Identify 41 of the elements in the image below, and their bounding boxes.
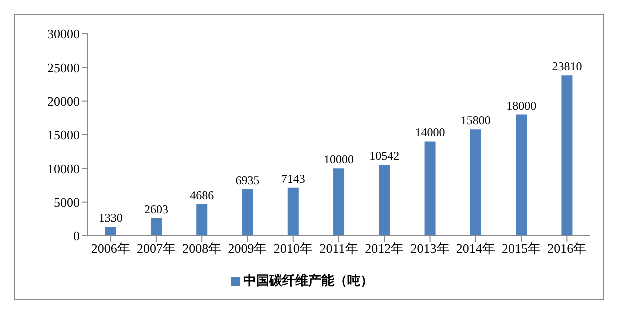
data-label: 6935 <box>236 173 260 188</box>
x-tick-label: 2015年 <box>502 241 542 256</box>
data-label: 15800 <box>460 114 491 128</box>
y-tick-label: 5000 <box>54 194 80 210</box>
bar <box>562 76 573 236</box>
x-tick-label: 2007年 <box>136 241 176 256</box>
x-tick-label: 2006年 <box>91 241 130 256</box>
x-tick-label: 2011年 <box>320 241 358 256</box>
bar <box>516 114 528 236</box>
data-label: 4686 <box>190 188 214 202</box>
y-tick-label: 25000 <box>48 60 80 76</box>
x-tick-label: 2008年 <box>182 241 222 256</box>
bar <box>105 227 116 236</box>
data-label: 7143 <box>281 172 306 186</box>
data-label: 18000 <box>506 98 537 113</box>
x-tick-label: 2016年 <box>548 241 587 256</box>
data-label: 23810 <box>552 60 582 74</box>
x-tick-label: 2010年 <box>274 241 313 256</box>
bar <box>242 189 254 236</box>
bar <box>379 165 390 236</box>
bar <box>288 188 299 236</box>
data-label: 10542 <box>370 149 400 164</box>
x-tick-label: 2013年 <box>410 241 450 256</box>
data-label: 14000 <box>415 126 446 140</box>
bar <box>150 218 162 236</box>
y-tick-label: 20000 <box>48 94 80 109</box>
y-tick-label: 30000 <box>48 26 80 42</box>
data-label: 1330 <box>98 211 123 226</box>
legend-label: 中国碳纤维产能（吨） <box>244 274 374 289</box>
y-tick-label: 10000 <box>48 161 80 176</box>
bar <box>470 130 482 236</box>
y-tick-label: 0 <box>74 228 80 244</box>
bar <box>424 142 436 236</box>
y-tick-label: 15000 <box>48 128 80 143</box>
bar <box>196 204 208 236</box>
data-label: 10000 <box>324 152 354 167</box>
data-label: 2603 <box>144 202 168 216</box>
x-tick-label: 2009年 <box>228 241 268 256</box>
bar <box>334 168 345 236</box>
x-tick-label: 2014年 <box>456 241 496 256</box>
x-tick-label: 2012年 <box>365 241 404 256</box>
